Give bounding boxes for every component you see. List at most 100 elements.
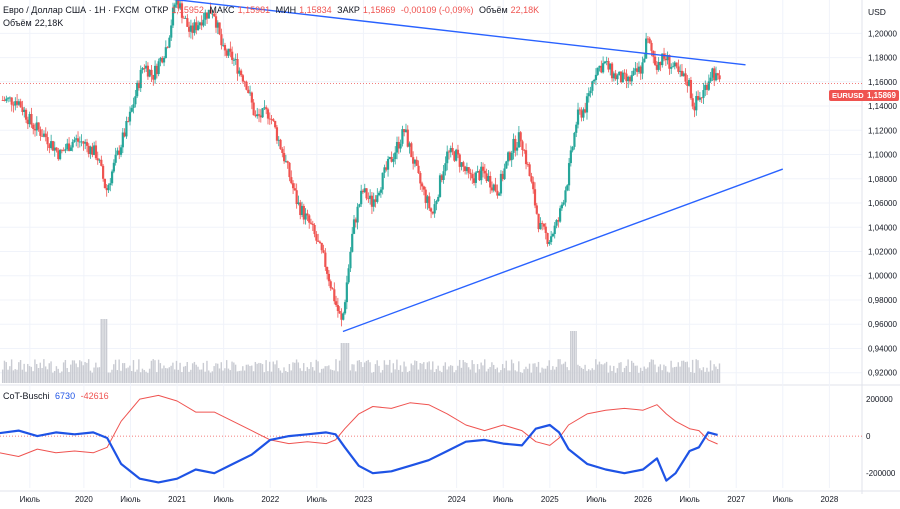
volume-bar	[43, 359, 45, 383]
candle-body	[417, 165, 420, 174]
candle-body	[329, 281, 332, 289]
candle-body	[19, 101, 22, 108]
candle-body	[93, 145, 96, 155]
volume-bar	[487, 368, 490, 383]
volume-bar	[34, 359, 36, 383]
candle-body	[175, 0, 178, 5]
volume-bar	[344, 343, 346, 383]
candle-body	[526, 164, 529, 165]
candle-body	[150, 69, 153, 75]
candle-body	[471, 174, 474, 179]
candle-body	[605, 61, 608, 62]
indicator-axis[interactable]: 200000 0 -200000	[866, 395, 896, 478]
volume-bar	[618, 362, 620, 383]
volume-bar	[64, 359, 67, 383]
volume-bar	[577, 364, 579, 383]
candle-body	[137, 82, 141, 89]
candle-body	[256, 114, 259, 117]
candle-body	[103, 178, 107, 189]
volume-bar	[236, 371, 239, 383]
candle-body	[53, 147, 56, 151]
volume-bar	[711, 370, 714, 383]
candle-body	[645, 38, 648, 59]
volume-bar	[252, 371, 255, 383]
candle-body	[76, 138, 80, 142]
volume-bar	[322, 368, 325, 383]
volume-bar	[433, 372, 436, 383]
candle-body	[270, 118, 273, 120]
volume-bar	[441, 372, 443, 383]
cot-indicator-pane	[0, 394, 862, 484]
volume-bar	[387, 364, 389, 383]
candle-body	[492, 184, 495, 191]
volume-bar	[181, 372, 183, 383]
indicator-name[interactable]: CoT-Buschi	[3, 391, 50, 401]
candle-body	[59, 149, 62, 160]
candle-body	[209, 9, 212, 14]
candle-body	[128, 111, 132, 122]
volume-bar	[414, 360, 416, 383]
candle-body	[386, 158, 390, 170]
volume-bar	[82, 365, 85, 383]
volume-bar	[267, 371, 269, 383]
volume-bar	[555, 366, 558, 383]
candle-body	[100, 159, 103, 166]
candle-body	[180, 3, 184, 18]
time-tick-label: Июль	[120, 495, 140, 504]
volume-bar	[614, 372, 617, 383]
volume-legend: Объём 22,18K	[3, 18, 66, 28]
volume-bar	[519, 372, 522, 383]
volume-bar	[650, 359, 653, 383]
volume-bar	[665, 366, 667, 383]
candle-body	[593, 79, 596, 82]
volume-bar	[21, 369, 24, 383]
volume-bar	[663, 364, 665, 383]
price-axis[interactable]: 1,20000 1,18000 1,16000 1,14000 1,12000 1,100…	[868, 29, 897, 377]
volume-bar	[548, 360, 550, 383]
volume-bar	[376, 360, 378, 383]
volume-bar	[412, 365, 414, 383]
trendlines[interactable]	[0, 0, 862, 333]
candle-body	[207, 9, 210, 19]
time-axis[interactable]: Июль 2020 Июль 2021 Июль 2022 Июль 2023 2024 Июль…	[20, 495, 839, 504]
candle-body	[634, 68, 637, 71]
volume-bar	[161, 368, 163, 383]
volume-bar	[691, 359, 694, 383]
candle-body	[512, 138, 515, 153]
candle-body	[428, 196, 431, 209]
symbol-description[interactable]: Евро / Доллар США · 1Н · FXCM	[3, 5, 140, 15]
volume-bar	[59, 372, 61, 383]
volume-bar	[595, 359, 597, 383]
candle-body	[528, 164, 531, 177]
candle-body	[408, 143, 411, 147]
candle-body	[557, 220, 560, 222]
volume-bar	[186, 361, 188, 383]
volume-bar	[693, 372, 696, 383]
volume-bar	[598, 361, 601, 383]
candle-body	[290, 177, 293, 184]
candle-body	[259, 115, 262, 118]
currency-label[interactable]: USD	[868, 7, 886, 17]
volume-bar	[523, 369, 525, 383]
volume-bar	[356, 360, 359, 383]
volume-bar	[268, 361, 271, 383]
volume-bar	[383, 360, 386, 383]
volume-bar	[118, 359, 120, 383]
candle-body	[481, 166, 485, 171]
time-tick-label: 2022	[261, 495, 279, 504]
candle-body	[238, 70, 241, 74]
volume-bar	[596, 364, 599, 383]
volume-bar	[311, 367, 314, 383]
volume-bar	[471, 360, 473, 383]
candle-body	[537, 213, 540, 230]
candle-body	[447, 151, 451, 153]
volume-bar	[677, 362, 679, 383]
candle-body	[419, 173, 422, 184]
volume-bar	[399, 365, 402, 383]
time-tick-label: Июль	[213, 495, 233, 504]
volume-bar	[435, 369, 438, 383]
volume-bar	[620, 362, 622, 383]
candle-body	[394, 152, 397, 160]
volume-bar	[699, 368, 701, 383]
